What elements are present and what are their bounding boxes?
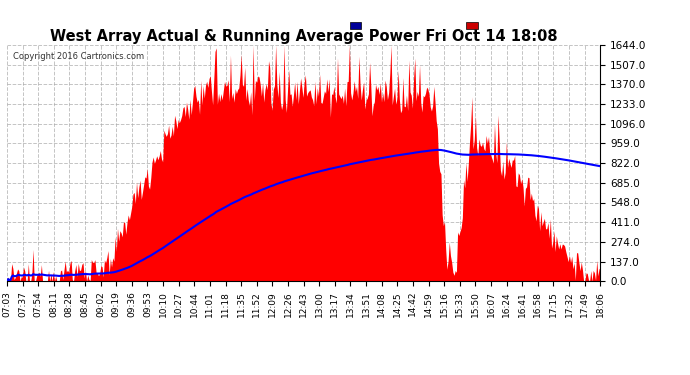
Title: West Array Actual & Running Average Power Fri Oct 14 18:08: West Array Actual & Running Average Powe… [50,29,558,44]
Text: Copyright 2016 Cartronics.com: Copyright 2016 Cartronics.com [13,52,144,61]
Legend: Average  (DC Watts), West Array  (DC Watts): Average (DC Watts), West Array (DC Watts… [348,19,595,33]
